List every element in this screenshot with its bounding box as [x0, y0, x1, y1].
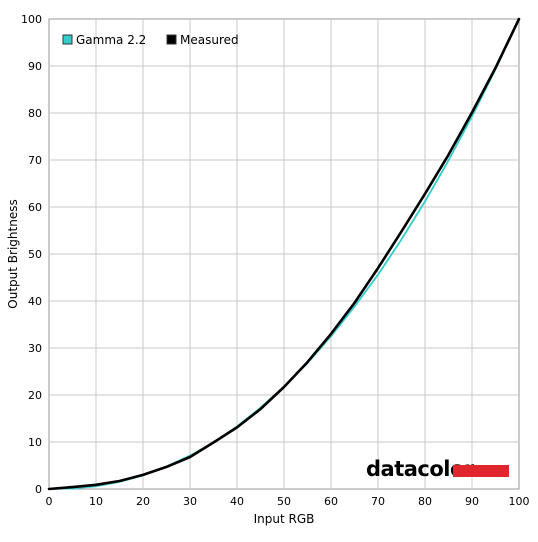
y-axis-title: Output Brightness	[6, 199, 20, 308]
legend-label-gamma: Gamma 2.2	[76, 33, 146, 47]
datacolor-logo: datacolor	[366, 457, 509, 481]
series-lines	[47, 17, 521, 491]
x-tick-label: 40	[230, 495, 244, 508]
y-tick-label: 40	[28, 295, 42, 308]
x-tick-label: 100	[509, 495, 530, 508]
x-tick-label: 50	[277, 495, 291, 508]
x-tick-label: 0	[46, 495, 53, 508]
x-tick-label: 30	[183, 495, 197, 508]
x-tick-label: 20	[136, 495, 150, 508]
legend-swatch-gamma	[62, 34, 73, 45]
y-tick-label: 0	[35, 483, 42, 496]
series-line-measured	[47, 17, 521, 491]
y-tick-label: 50	[28, 248, 42, 261]
grid-lines	[49, 19, 519, 489]
legend: Gamma 2.2 Measured	[62, 33, 239, 47]
y-tick-label: 30	[28, 342, 42, 355]
y-tick-label: 70	[28, 154, 42, 167]
x-tick-label: 70	[371, 495, 385, 508]
y-tick-label: 90	[28, 60, 42, 73]
y-tick-label: 20	[28, 389, 42, 402]
tick-labels: 0 10 20 30 40 50 60 70 80 90 100 0 10 20 30 40 50 60 70 80 9…	[21, 13, 530, 508]
x-tick-label: 80	[418, 495, 432, 508]
y-tick-label: 100	[21, 13, 42, 26]
x-tick-label: 90	[465, 495, 479, 508]
x-tick-label: 60	[324, 495, 338, 508]
x-axis-title: Input RGB	[254, 512, 315, 526]
y-tick-label: 80	[28, 107, 42, 120]
logo-bar	[453, 465, 509, 477]
legend-label-measured: Measured	[180, 33, 239, 47]
y-tick-label: 10	[28, 436, 42, 449]
x-tick-label: 10	[89, 495, 103, 508]
y-tick-label: 60	[28, 201, 42, 214]
legend-swatch-measured	[166, 34, 177, 45]
